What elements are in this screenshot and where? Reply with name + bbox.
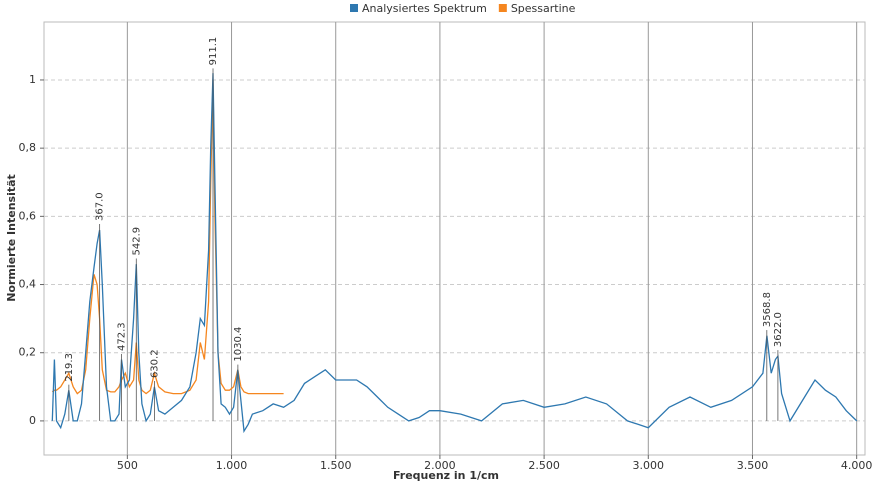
x-tick-label: 2.500 xyxy=(528,459,560,472)
legend-swatch xyxy=(350,4,358,12)
series-line xyxy=(51,73,858,434)
x-tick-label: 1.500 xyxy=(320,459,352,472)
peak-label: 630.2 xyxy=(149,349,160,378)
y-tick-label: 0,6 xyxy=(19,209,37,222)
x-tick-label: 3.500 xyxy=(737,459,769,472)
x-tick-label: 500 xyxy=(117,459,138,472)
legend-swatch xyxy=(498,4,507,12)
y-axis-title: Normierte Intensität xyxy=(5,174,18,302)
peak-label: 367.0 xyxy=(95,192,106,221)
peak-label: 1030.4 xyxy=(233,327,244,362)
series-line xyxy=(51,79,284,395)
x-tick-label: 2.000 xyxy=(424,459,456,472)
legend-label: Analysiertes Spektrum xyxy=(362,2,487,15)
peak-label: 911.1 xyxy=(208,37,219,66)
y-tick-label: 0,2 xyxy=(19,346,37,359)
peak-label: 3568.8 xyxy=(762,292,773,327)
plot-area xyxy=(43,21,866,456)
y-tick-label: 0 xyxy=(29,414,36,427)
legend-label: Spessartine xyxy=(511,2,576,15)
x-tick-label: 3.000 xyxy=(633,459,665,472)
y-tick-label: 1 xyxy=(29,73,36,86)
peak-label: 472.3 xyxy=(117,322,128,351)
peak-label: 219.3 xyxy=(64,353,75,382)
y-tick-label: 0,8 xyxy=(19,141,37,154)
peak-label: 3622.0 xyxy=(773,312,784,347)
x-tick-label: 1.000 xyxy=(216,459,248,472)
x-tick-label: 4.000 xyxy=(841,459,873,472)
peak-label: 542.9 xyxy=(131,227,142,256)
x-axis-title: Frequenz in 1/cm xyxy=(393,469,499,482)
y-tick-label: 0,4 xyxy=(19,278,37,291)
